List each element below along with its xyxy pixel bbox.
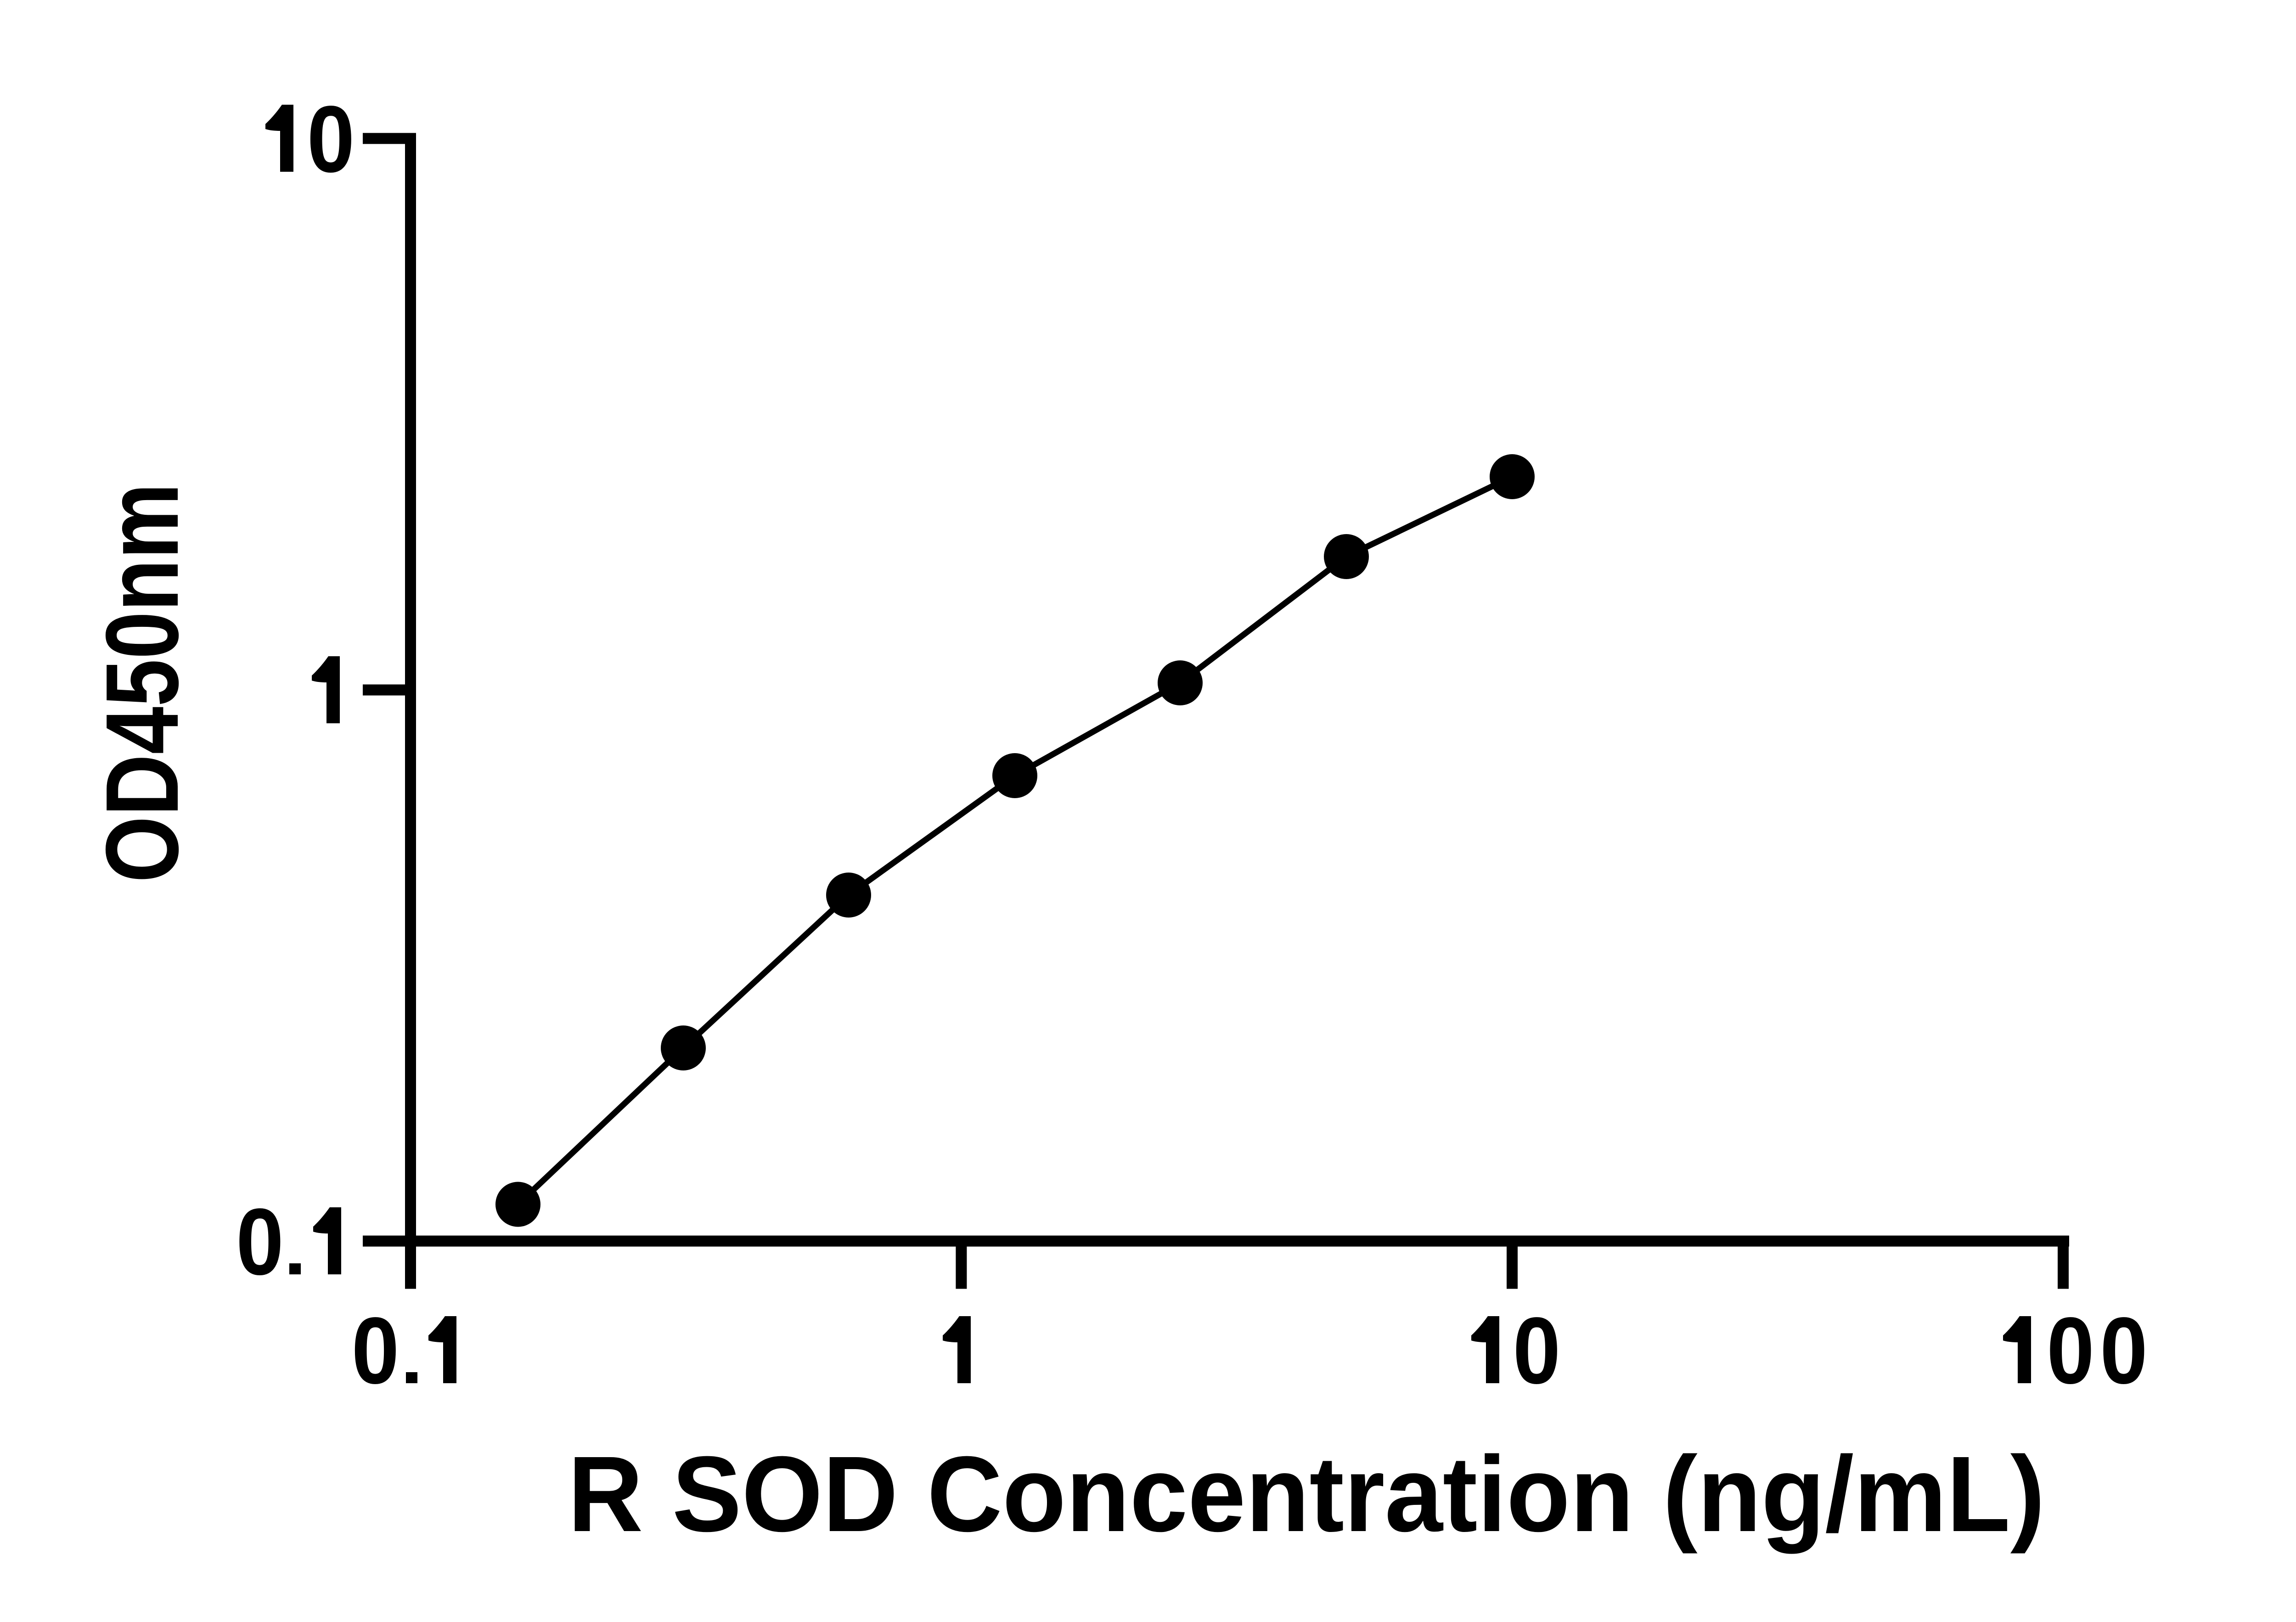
svg-text:0: 0 (1513, 1298, 1561, 1403)
svg-text:0: 0 (352, 1298, 400, 1403)
svg-text:0: 0 (307, 86, 355, 192)
svg-text:OD450nm: OD450nm (84, 483, 200, 883)
svg-text:0: 0 (2100, 1298, 2148, 1403)
svg-text:0: 0 (236, 1189, 284, 1295)
svg-text:R SOD Concentration (ng/mL): R SOD Concentration (ng/mL) (568, 1434, 2045, 1554)
svg-text:0: 0 (2047, 1298, 2094, 1403)
